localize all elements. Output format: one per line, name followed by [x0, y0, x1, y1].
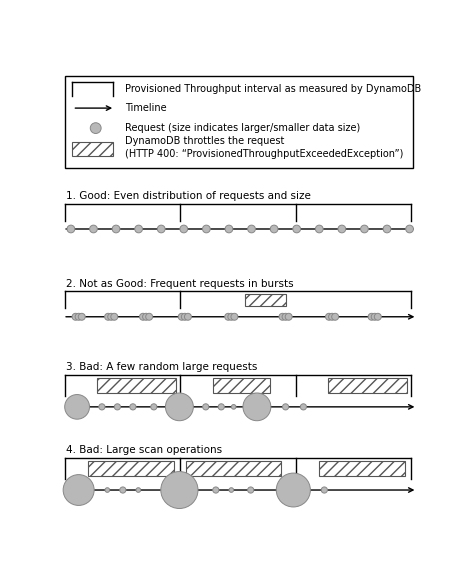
Circle shape — [225, 225, 233, 233]
Bar — [97, 378, 176, 393]
Circle shape — [248, 487, 254, 493]
Circle shape — [332, 313, 339, 320]
Circle shape — [383, 225, 391, 233]
Text: 2. Not as Good: Frequent requests in bursts: 2. Not as Good: Frequent requests in bur… — [66, 279, 294, 289]
Text: 1. Good: Even distribution of requests and size: 1. Good: Even distribution of requests a… — [66, 191, 311, 201]
Circle shape — [67, 225, 75, 233]
Circle shape — [161, 472, 198, 509]
Circle shape — [114, 404, 120, 410]
Circle shape — [300, 404, 307, 410]
Circle shape — [285, 313, 292, 320]
Circle shape — [143, 313, 150, 320]
Circle shape — [75, 313, 82, 320]
Circle shape — [111, 313, 118, 320]
Bar — [65, 76, 413, 168]
Circle shape — [178, 313, 185, 320]
Circle shape — [203, 225, 210, 233]
Circle shape — [231, 405, 236, 409]
Circle shape — [270, 225, 278, 233]
Circle shape — [135, 225, 143, 233]
Circle shape — [181, 313, 188, 320]
Circle shape — [229, 488, 234, 492]
Circle shape — [218, 404, 224, 410]
Circle shape — [321, 487, 328, 493]
Circle shape — [406, 225, 413, 233]
Circle shape — [293, 225, 300, 233]
Circle shape — [315, 225, 323, 233]
Circle shape — [228, 313, 235, 320]
Circle shape — [105, 313, 111, 320]
Circle shape — [283, 404, 289, 410]
Bar — [212, 378, 270, 393]
Circle shape — [151, 404, 157, 410]
Circle shape — [338, 225, 346, 233]
Circle shape — [78, 313, 85, 320]
Circle shape — [99, 404, 105, 410]
Bar — [73, 142, 113, 156]
Circle shape — [368, 313, 375, 320]
Circle shape — [136, 488, 141, 492]
Circle shape — [112, 225, 120, 233]
Circle shape — [166, 393, 193, 420]
Bar — [245, 293, 286, 306]
Circle shape — [90, 123, 101, 133]
Bar — [186, 461, 281, 476]
Circle shape — [231, 313, 238, 320]
Circle shape — [184, 313, 191, 320]
Bar — [319, 461, 405, 476]
Circle shape — [108, 313, 115, 320]
Bar — [88, 461, 175, 476]
Text: 4. Bad: Large scan operations: 4. Bad: Large scan operations — [66, 445, 222, 455]
Circle shape — [360, 225, 368, 233]
Circle shape — [248, 225, 256, 233]
Circle shape — [329, 313, 336, 320]
Text: Timeline: Timeline — [125, 103, 167, 113]
Circle shape — [63, 474, 94, 505]
Circle shape — [120, 487, 126, 493]
Text: Provisioned Throughput interval as measured by DynamoDB: Provisioned Throughput interval as measu… — [125, 84, 421, 94]
Circle shape — [89, 225, 97, 233]
Circle shape — [180, 225, 188, 233]
Circle shape — [65, 394, 89, 419]
Circle shape — [105, 488, 110, 492]
Circle shape — [157, 225, 165, 233]
Circle shape — [276, 473, 310, 507]
Circle shape — [243, 393, 271, 420]
Text: Request (size indicates larger/smaller data size): Request (size indicates larger/smaller d… — [125, 123, 360, 133]
Circle shape — [371, 313, 378, 320]
Circle shape — [213, 487, 219, 493]
Text: 3. Bad: A few random large requests: 3. Bad: A few random large requests — [66, 362, 257, 372]
Circle shape — [282, 313, 289, 320]
Circle shape — [72, 313, 79, 320]
Circle shape — [325, 313, 332, 320]
Circle shape — [225, 313, 232, 320]
Circle shape — [139, 313, 146, 320]
Circle shape — [146, 313, 153, 320]
Circle shape — [374, 313, 381, 320]
Text: DynamoDB throttles the request
(HTTP 400: “ProvisionedThroughputExceededExceptio: DynamoDB throttles the request (HTTP 400… — [125, 136, 403, 159]
Circle shape — [279, 313, 286, 320]
Circle shape — [130, 404, 136, 410]
Circle shape — [203, 404, 209, 410]
Bar — [328, 378, 407, 393]
